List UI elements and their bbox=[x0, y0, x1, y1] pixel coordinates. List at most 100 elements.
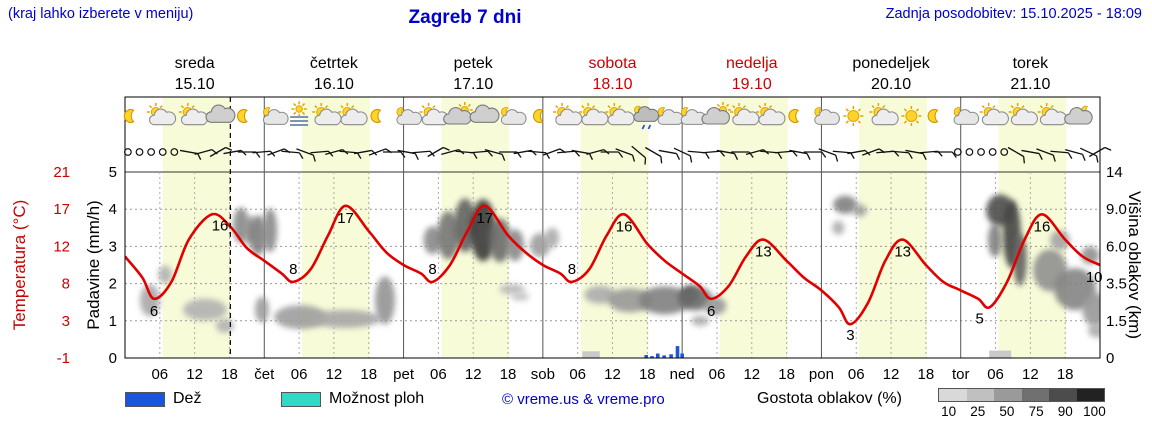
day-abbrev-label: pet bbox=[393, 366, 415, 383]
wind-barb-icon bbox=[1088, 146, 1112, 158]
wind-calm-icon bbox=[953, 148, 962, 156]
temp-value-label: 16 bbox=[616, 218, 633, 235]
temp-value-label: 6 bbox=[707, 303, 715, 320]
rain-bar bbox=[669, 354, 673, 358]
cloud-blob bbox=[607, 288, 652, 313]
cloud-blob bbox=[1088, 323, 1100, 338]
cloud-blob bbox=[423, 226, 442, 255]
weather-icon-moon-cloud bbox=[953, 107, 980, 125]
wind-barb-icon bbox=[296, 148, 316, 162]
temp-value-label: 3 bbox=[846, 327, 854, 344]
showers-legend-label: Možnost ploh bbox=[329, 390, 425, 407]
cloud-density-legend-label: Gostota oblakov (%) bbox=[757, 390, 902, 407]
cloud-density-scale-bar bbox=[938, 388, 1105, 402]
temp-axis-tick: 12 bbox=[53, 238, 70, 255]
low-cloud-bar bbox=[989, 350, 1012, 358]
precipitation-axis-title: Padavine (mm/h) bbox=[84, 200, 103, 330]
cloud-blob bbox=[1012, 233, 1027, 286]
weather-icon-sun-cloud bbox=[419, 103, 449, 126]
temp-axis-tick: 17 bbox=[53, 201, 70, 218]
wind-barb-icon bbox=[484, 149, 506, 161]
wind-calm-icon bbox=[147, 148, 156, 156]
day-abbrev-label: tor bbox=[952, 366, 970, 383]
wind-barb-icon bbox=[1065, 149, 1086, 161]
cloud-density-scale-tick: 10 bbox=[941, 404, 957, 419]
wind-barb-icon bbox=[818, 148, 839, 162]
wind-barb-icon bbox=[702, 150, 726, 157]
cloud-density-scale-block bbox=[1021, 389, 1049, 401]
weather-icon-moon bbox=[123, 109, 135, 123]
day-date-label: 20.10 bbox=[871, 76, 911, 93]
weather-icon-moon-cloud bbox=[396, 107, 423, 125]
wind-barb-icon bbox=[673, 147, 693, 163]
weather-icon-sun-cloud bbox=[338, 103, 368, 126]
wind-barb-icon bbox=[658, 149, 681, 160]
hour-tick-label: 12 bbox=[604, 366, 621, 383]
hour-tick-label: 18 bbox=[221, 366, 238, 383]
hour-tick-label: 12 bbox=[883, 366, 900, 383]
cloud-axis-tick: 1.5 bbox=[1106, 313, 1127, 330]
day-name-label: petek bbox=[454, 55, 494, 72]
wind-barb-icon bbox=[615, 148, 636, 162]
copyright-link[interactable]: © vreme.us & vreme.pro bbox=[502, 391, 665, 408]
hour-tick-label: 06 bbox=[848, 366, 865, 383]
cloud-blob bbox=[499, 284, 526, 295]
temp-axis-tick: 8 bbox=[62, 276, 70, 293]
wind-barb-icon bbox=[469, 150, 493, 157]
wind-barb-icon bbox=[600, 151, 624, 158]
cloud-blob bbox=[638, 286, 691, 315]
daytime-band bbox=[859, 97, 928, 358]
precip-axis-tick: 1 bbox=[109, 313, 117, 330]
cloud-blob bbox=[139, 284, 160, 317]
hour-tick-label: 12 bbox=[465, 366, 482, 383]
day-name-label: nedelja bbox=[726, 55, 778, 72]
hour-tick-label: 18 bbox=[918, 366, 935, 383]
wind-barb-icon bbox=[252, 150, 276, 157]
weather-icon-moon bbox=[927, 109, 939, 123]
weather-icon-moon-cloud bbox=[500, 107, 527, 125]
cloud-blob bbox=[254, 296, 269, 323]
day-date-label: 16.10 bbox=[314, 76, 354, 93]
cloud-density-scale-tick: 100 bbox=[1083, 404, 1106, 419]
cloud-blob bbox=[832, 220, 845, 235]
temp-axis-tick: -1 bbox=[57, 350, 70, 367]
rain-bar bbox=[662, 355, 666, 358]
cloud-blob bbox=[1082, 292, 1100, 327]
cloud-blob bbox=[437, 211, 460, 260]
precip-axis-tick: 2 bbox=[109, 276, 117, 293]
temperature-axis-title: Temperatura (°C) bbox=[10, 199, 29, 331]
wind-barb-icon bbox=[803, 151, 827, 158]
weather-icon-cloud-sun bbox=[701, 102, 731, 125]
temp-value-label: 16 bbox=[1034, 218, 1051, 235]
wind-calm-icon bbox=[124, 148, 132, 156]
cloud-density-scale-block bbox=[1076, 389, 1104, 401]
hour-tick-label: 06 bbox=[987, 366, 1004, 383]
day-date-label: 18.10 bbox=[592, 76, 632, 93]
wind-calm-icon bbox=[170, 148, 179, 156]
hour-tick-label: 06 bbox=[709, 366, 726, 383]
weather-icon-sun-cloud bbox=[979, 103, 1009, 126]
cloud-blob bbox=[704, 296, 727, 315]
weather-icon-sun bbox=[901, 106, 922, 126]
cloud-density-scale-tick: 75 bbox=[1028, 404, 1044, 419]
day-abbrev-label: čet bbox=[254, 366, 275, 383]
weather-icon-sun-cloud bbox=[146, 103, 177, 126]
cloud-layer bbox=[125, 194, 1100, 358]
wind-barb-icon bbox=[223, 149, 247, 156]
cloud-density-scale-block bbox=[994, 389, 1022, 401]
cloud-density-scale-tick: 25 bbox=[970, 404, 986, 419]
wind-barb-icon bbox=[1036, 148, 1056, 162]
weather-icon-moon-cloud bbox=[262, 107, 289, 125]
weather-icon-cloud bbox=[469, 104, 500, 123]
wind-barb-icon bbox=[179, 149, 202, 160]
chart-frame bbox=[124, 96, 1101, 359]
weather-icon-moon-cloud bbox=[814, 107, 840, 125]
temperature-curve bbox=[125, 204, 1100, 326]
hour-tick-label: 12 bbox=[186, 366, 203, 383]
cloud-axis-tick: 14 bbox=[1106, 164, 1123, 181]
weather-icon-moon bbox=[788, 109, 800, 123]
weather-icon-moon bbox=[370, 109, 382, 123]
weather-icon-cloud-moon bbox=[1064, 105, 1093, 125]
weather-icon-sun-cloud bbox=[553, 103, 583, 126]
